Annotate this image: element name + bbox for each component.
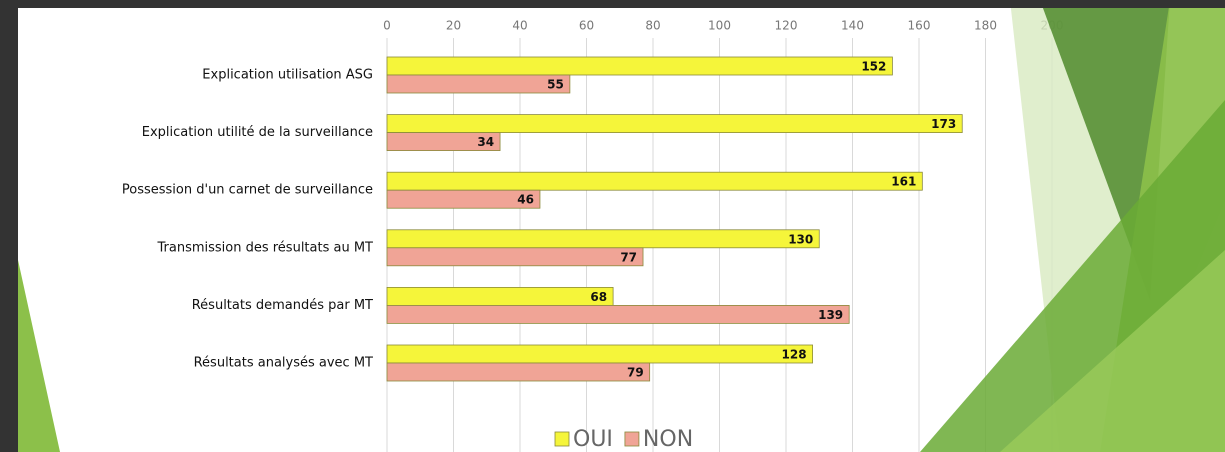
y-tick-label: Explication utilité de la surveillance <box>142 125 373 140</box>
x-tick-label: 140 <box>841 19 864 33</box>
x-tick-label: 40 <box>512 19 527 33</box>
bar <box>386 74 571 94</box>
value-label: 173 <box>931 117 956 131</box>
value-label: 128 <box>782 348 807 362</box>
bar <box>386 114 963 133</box>
y-tick-label: Explication utilisation ASG <box>202 68 373 83</box>
legend-swatch <box>624 431 640 447</box>
frame <box>0 0 18 452</box>
value-label: 152 <box>861 60 886 74</box>
bar <box>386 304 850 324</box>
bar <box>386 56 893 76</box>
bar <box>386 286 614 306</box>
legend-swatch <box>554 431 570 447</box>
value-label: 68 <box>590 290 607 304</box>
value-label: 46 <box>517 193 534 207</box>
bar <box>386 132 501 152</box>
bar <box>386 247 644 267</box>
x-tick-label: 80 <box>645 19 660 33</box>
y-tick-label: Résultats demandés par MT <box>192 298 373 313</box>
decor-shape <box>1000 250 1225 452</box>
y-tick-label: Résultats analysés avec MT <box>194 356 373 371</box>
value-label: 34 <box>477 135 494 149</box>
x-tick-label: 0 <box>383 19 391 33</box>
legend-label: OUI <box>573 427 613 452</box>
bar <box>386 344 814 364</box>
frame <box>0 0 1225 8</box>
decor-shape <box>18 260 60 452</box>
plot: 020406080100120140160180200Explication u… <box>122 19 1063 452</box>
x-tick-label: 20 <box>446 19 461 33</box>
bar <box>386 189 541 209</box>
x-tick-label: 120 <box>775 19 798 33</box>
bar <box>386 362 651 382</box>
bar <box>386 229 820 249</box>
x-tick-label: 160 <box>908 19 931 33</box>
x-tick-label: 180 <box>974 19 997 33</box>
value-label: 139 <box>818 308 843 322</box>
legend-label: NON <box>643 427 693 452</box>
value-label: 77 <box>620 250 637 264</box>
bar <box>386 171 923 191</box>
value-label: 161 <box>891 175 916 189</box>
y-tick-label: Transmission des résultats au MT <box>156 240 373 255</box>
value-label: 79 <box>627 366 644 380</box>
x-tick-label: 60 <box>579 19 594 33</box>
x-tick-label: 100 <box>708 19 731 33</box>
value-label: 55 <box>547 78 564 92</box>
value-label: 130 <box>788 232 813 246</box>
y-tick-label: Possession d'un carnet de surveillance <box>122 183 373 198</box>
